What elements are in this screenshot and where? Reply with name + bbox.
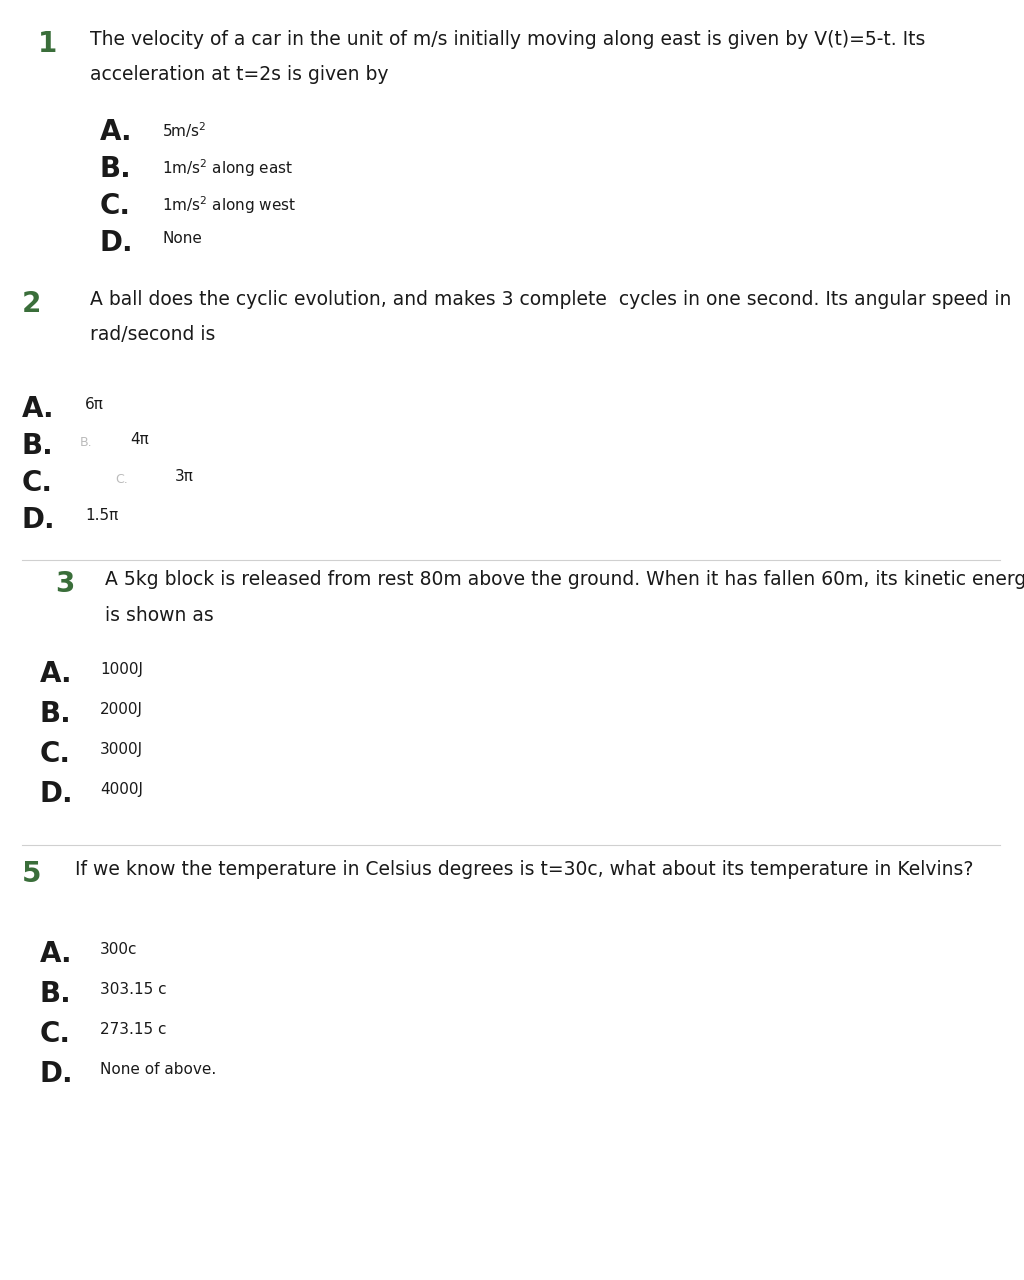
- Text: B.: B.: [80, 436, 92, 449]
- Text: A.: A.: [100, 118, 133, 146]
- Text: rad/second is: rad/second is: [90, 325, 215, 344]
- Text: A 5kg block is released from rest 80m above the ground. When it has fallen 60m, : A 5kg block is released from rest 80m ab…: [105, 570, 1024, 589]
- Text: 5m/s$^2$: 5m/s$^2$: [162, 120, 207, 140]
- Text: If we know the temperature in Celsius degrees is t=30c, what about its temperatu: If we know the temperature in Celsius de…: [75, 860, 974, 879]
- Text: C.: C.: [115, 474, 128, 486]
- Text: 300c: 300c: [100, 942, 137, 957]
- Text: D.: D.: [40, 1060, 74, 1088]
- Text: 1.5π: 1.5π: [85, 508, 118, 524]
- Text: C.: C.: [40, 740, 71, 768]
- Text: C.: C.: [100, 192, 131, 220]
- Text: 5: 5: [22, 860, 42, 888]
- Text: 1m/s$^2$ along east: 1m/s$^2$ along east: [162, 157, 293, 179]
- Text: 2000J: 2000J: [100, 701, 143, 717]
- Text: 4000J: 4000J: [100, 782, 143, 797]
- Text: D.: D.: [100, 229, 133, 257]
- Text: B.: B.: [40, 700, 72, 728]
- Text: 3π: 3π: [175, 468, 194, 484]
- Text: acceleration at t=2s is given by: acceleration at t=2s is given by: [90, 65, 388, 84]
- Text: 4π: 4π: [130, 431, 148, 447]
- Text: 303.15 c: 303.15 c: [100, 982, 167, 997]
- Text: 1: 1: [38, 29, 57, 58]
- Text: 1000J: 1000J: [100, 662, 143, 677]
- Text: B.: B.: [40, 980, 72, 1009]
- Text: 2: 2: [22, 291, 41, 317]
- Text: None: None: [162, 230, 202, 246]
- Text: is shown as: is shown as: [105, 605, 214, 625]
- Text: None of above.: None of above.: [100, 1062, 216, 1076]
- Text: B.: B.: [22, 431, 53, 460]
- Text: 6π: 6π: [85, 397, 103, 412]
- Text: 1m/s$^2$ along west: 1m/s$^2$ along west: [162, 195, 296, 216]
- Text: B.: B.: [100, 155, 132, 183]
- Text: A.: A.: [40, 940, 73, 968]
- Text: D.: D.: [22, 506, 55, 534]
- Text: 3000J: 3000J: [100, 742, 143, 756]
- Text: C.: C.: [40, 1020, 71, 1048]
- Text: D.: D.: [40, 780, 74, 808]
- Text: A ball does the cyclic evolution, and makes 3 complete  cycles in one second. It: A ball does the cyclic evolution, and ma…: [90, 291, 1012, 308]
- Text: The velocity of a car in the unit of m/s initially moving along east is given by: The velocity of a car in the unit of m/s…: [90, 29, 926, 49]
- Text: 3: 3: [55, 570, 75, 598]
- Text: 273.15 c: 273.15 c: [100, 1021, 167, 1037]
- Text: A.: A.: [22, 396, 54, 422]
- Text: A.: A.: [40, 660, 73, 689]
- Text: C.: C.: [22, 468, 53, 497]
